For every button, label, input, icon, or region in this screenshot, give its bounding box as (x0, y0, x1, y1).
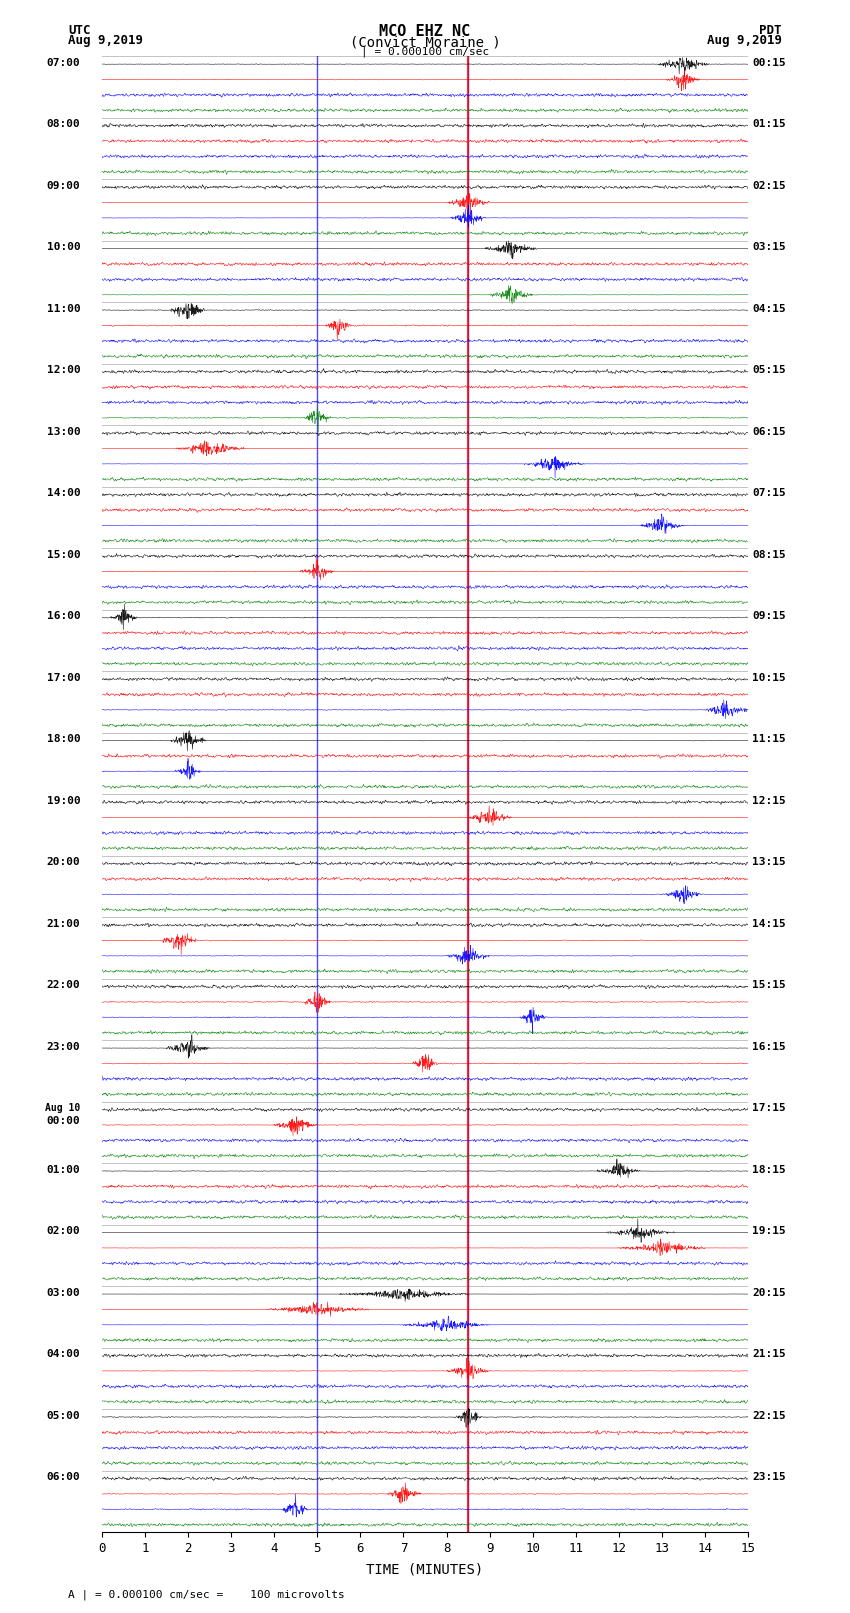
Text: 07:00: 07:00 (47, 58, 81, 68)
Text: 21:00: 21:00 (47, 919, 81, 929)
Text: A | = 0.000100 cm/sec =    100 microvolts: A | = 0.000100 cm/sec = 100 microvolts (68, 1589, 345, 1600)
Text: 23:00: 23:00 (47, 1042, 81, 1052)
Text: 23:15: 23:15 (752, 1473, 786, 1482)
Text: 08:00: 08:00 (47, 119, 81, 129)
Text: 16:00: 16:00 (47, 611, 81, 621)
Text: 05:00: 05:00 (47, 1411, 81, 1421)
Text: 20:00: 20:00 (47, 858, 81, 868)
Text: 10:15: 10:15 (752, 673, 786, 682)
Text: 09:15: 09:15 (752, 611, 786, 621)
Text: 13:15: 13:15 (752, 858, 786, 868)
Text: Aug 9,2019: Aug 9,2019 (68, 34, 143, 47)
Text: 01:15: 01:15 (752, 119, 786, 129)
Text: 07:15: 07:15 (752, 489, 786, 498)
Text: 17:15: 17:15 (752, 1103, 786, 1113)
Text: Aug 10: Aug 10 (45, 1103, 81, 1113)
Text: 17:00: 17:00 (47, 673, 81, 682)
Text: 08:15: 08:15 (752, 550, 786, 560)
Text: 15:15: 15:15 (752, 981, 786, 990)
Text: 10:00: 10:00 (47, 242, 81, 253)
Text: 19:00: 19:00 (47, 795, 81, 806)
Text: Aug 9,2019: Aug 9,2019 (707, 34, 782, 47)
Text: 04:00: 04:00 (47, 1350, 81, 1360)
Text: 11:15: 11:15 (752, 734, 786, 745)
Text: 03:00: 03:00 (47, 1287, 81, 1298)
Text: 12:15: 12:15 (752, 795, 786, 806)
Text: 05:15: 05:15 (752, 366, 786, 376)
Text: 00:00: 00:00 (47, 1116, 81, 1126)
Text: 14:00: 14:00 (47, 489, 81, 498)
Text: 00:15: 00:15 (752, 58, 786, 68)
Text: 06:15: 06:15 (752, 427, 786, 437)
Text: 18:00: 18:00 (47, 734, 81, 745)
Text: (Convict Moraine ): (Convict Moraine ) (349, 35, 501, 50)
Text: 15:00: 15:00 (47, 550, 81, 560)
Text: 22:15: 22:15 (752, 1411, 786, 1421)
Text: 12:00: 12:00 (47, 366, 81, 376)
Text: 02:00: 02:00 (47, 1226, 81, 1237)
Text: 06:00: 06:00 (47, 1473, 81, 1482)
Text: PDT: PDT (760, 24, 782, 37)
Text: 13:00: 13:00 (47, 427, 81, 437)
X-axis label: TIME (MINUTES): TIME (MINUTES) (366, 1561, 484, 1576)
Text: 20:15: 20:15 (752, 1287, 786, 1298)
Text: 18:15: 18:15 (752, 1165, 786, 1174)
Text: UTC: UTC (68, 24, 90, 37)
Text: 02:15: 02:15 (752, 181, 786, 190)
Text: MCO EHZ NC: MCO EHZ NC (379, 24, 471, 39)
Text: 21:15: 21:15 (752, 1350, 786, 1360)
Text: 11:00: 11:00 (47, 303, 81, 315)
Text: 04:15: 04:15 (752, 303, 786, 315)
Text: 19:15: 19:15 (752, 1226, 786, 1237)
Text: 01:00: 01:00 (47, 1165, 81, 1174)
Text: 03:15: 03:15 (752, 242, 786, 253)
Text: | = 0.000100 cm/sec: | = 0.000100 cm/sec (361, 47, 489, 58)
Text: 22:00: 22:00 (47, 981, 81, 990)
Text: 09:00: 09:00 (47, 181, 81, 190)
Text: 16:15: 16:15 (752, 1042, 786, 1052)
Text: 14:15: 14:15 (752, 919, 786, 929)
